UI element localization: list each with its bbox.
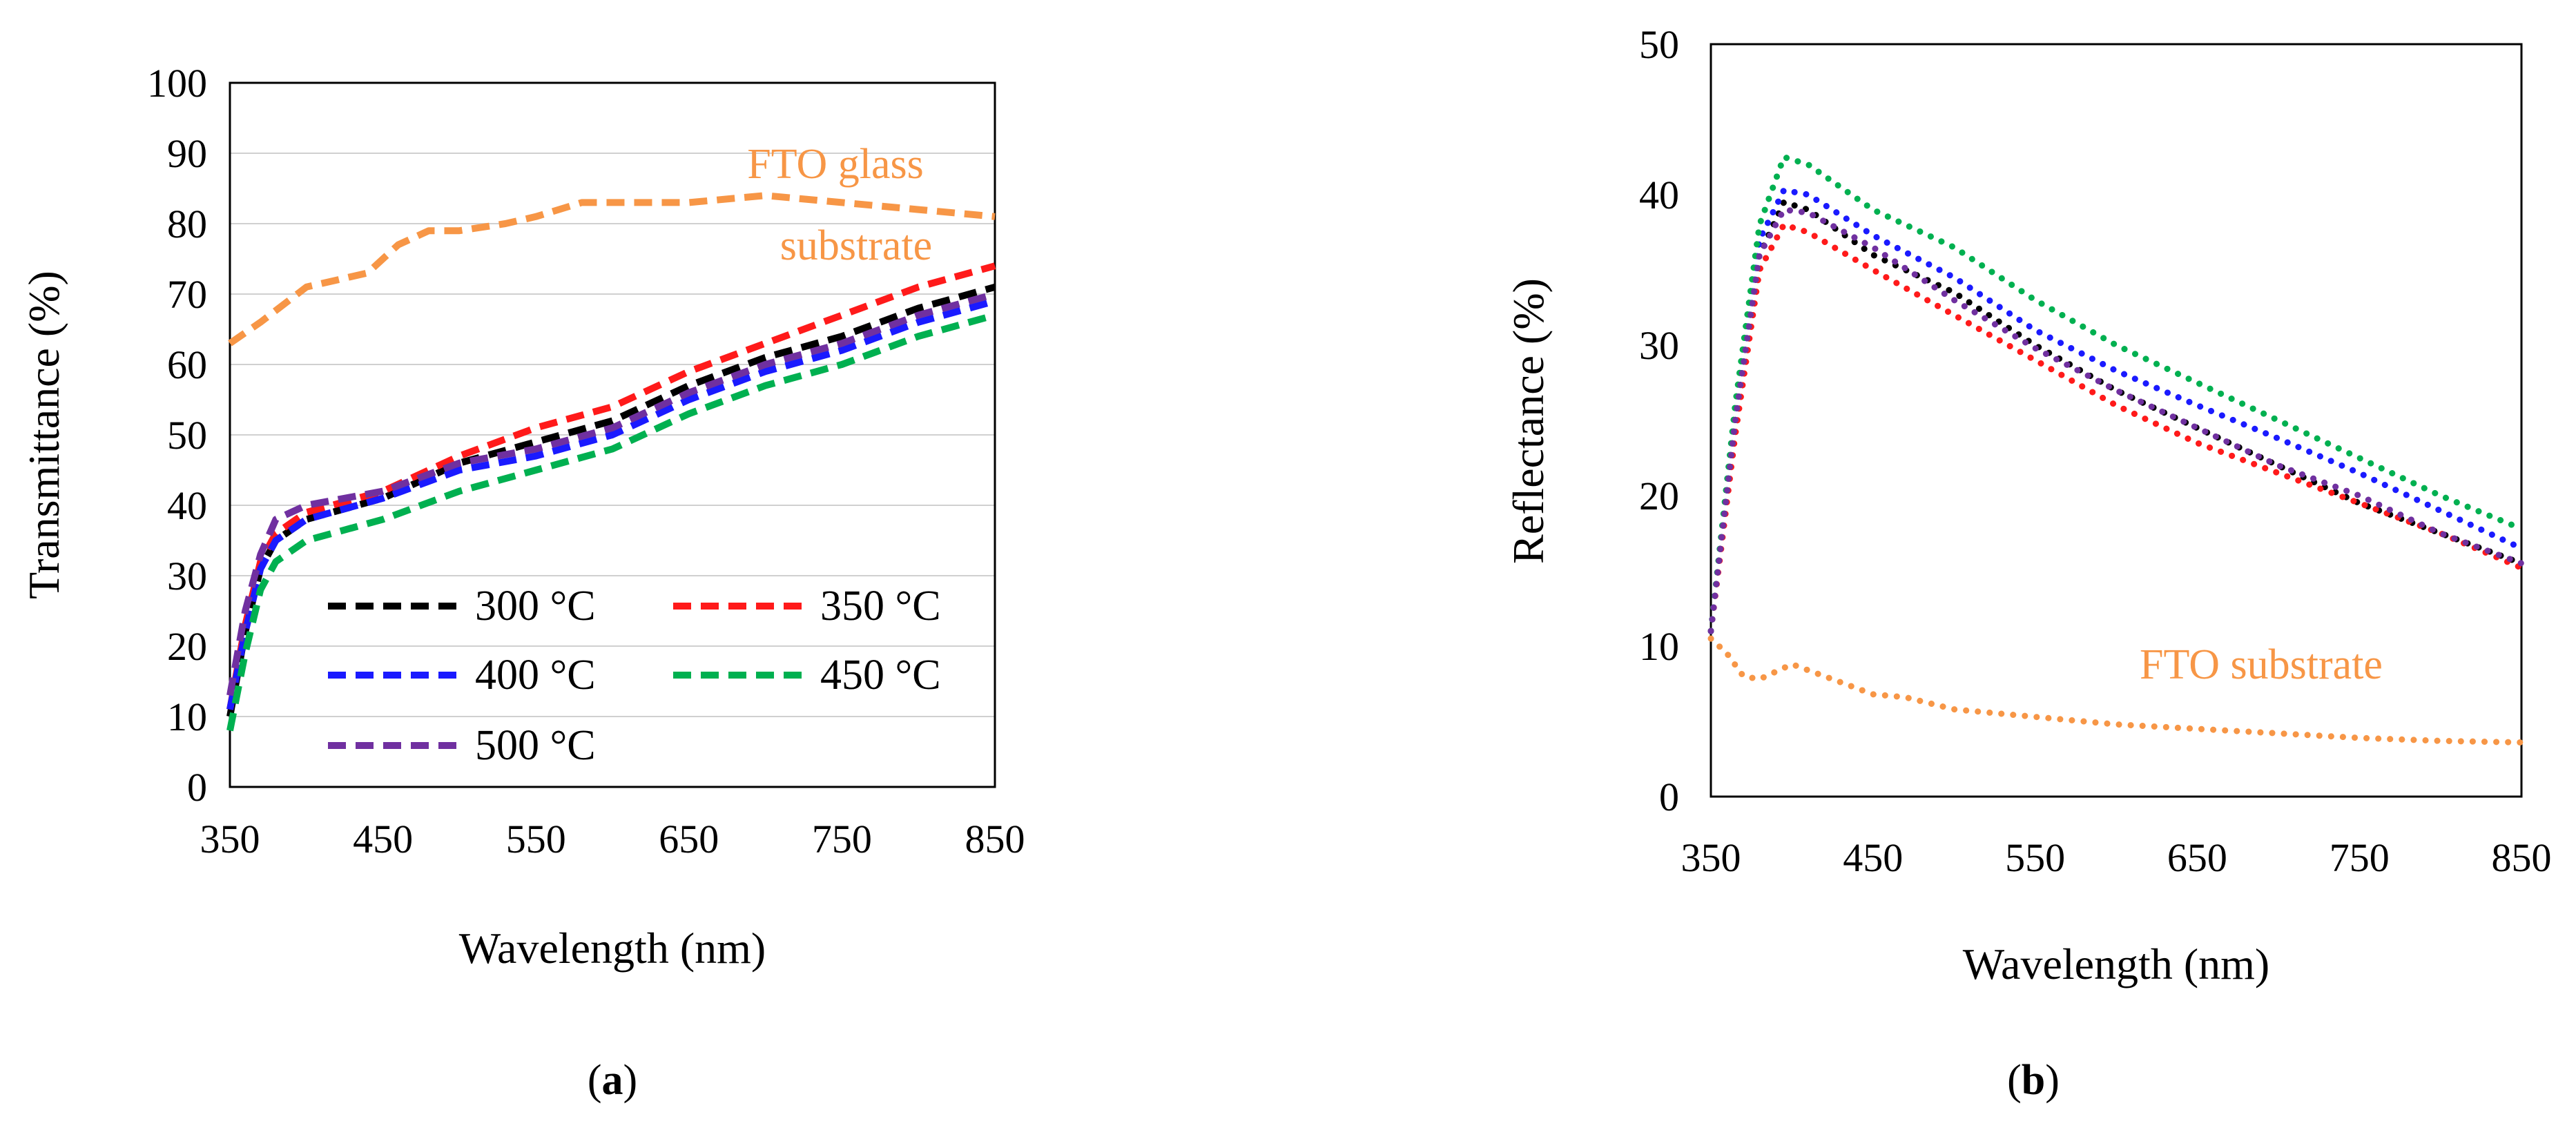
fto-annotation-line1: FTO glass bbox=[747, 141, 924, 188]
y-tick-label: 20 bbox=[167, 624, 207, 669]
y-axis-label: Transmittance (%) bbox=[19, 271, 68, 599]
x-tick-label: 650 bbox=[659, 817, 719, 861]
legend-item-450: 450 °C bbox=[673, 652, 941, 699]
x-tick-label: 350 bbox=[1681, 835, 1741, 880]
x-tick-label: 550 bbox=[2005, 835, 2065, 880]
y-tick-label: 30 bbox=[167, 554, 207, 598]
y-tick-label: 40 bbox=[1639, 173, 1679, 217]
x-axis-label: Wavelength (nm) bbox=[1963, 939, 2269, 988]
fto-substrate-annotation: FTO substrate bbox=[2140, 641, 2383, 688]
legend-item-400: 400 °C bbox=[328, 652, 596, 699]
reflectance-chart: 0 10 20 30 40 50 350 450 550 650 750 850 Wavelengt… bbox=[1504, 22, 2552, 1104]
y-tick-labels: 0 10 20 30 40 50 bbox=[1639, 22, 1679, 819]
legend-item-350: 350 °C bbox=[673, 583, 941, 630]
x-tick-label: 650 bbox=[2167, 835, 2227, 880]
y-tick-label: 60 bbox=[167, 342, 207, 387]
series-400 bbox=[226, 298, 996, 710]
series-fto bbox=[228, 192, 996, 347]
y-tick-label: 80 bbox=[167, 202, 207, 246]
y-axis-label: Reflectance (%) bbox=[1504, 278, 1553, 564]
x-tick-label: 850 bbox=[2492, 835, 2552, 880]
plot-frame bbox=[1710, 43, 2523, 798]
y-tick-label: 90 bbox=[167, 131, 207, 176]
x-tick-label: 750 bbox=[812, 817, 872, 861]
y-tick-labels: 0 10 20 30 40 50 60 70 80 90 100 bbox=[147, 61, 207, 810]
y-tick-label: 40 bbox=[167, 483, 207, 528]
series-lines bbox=[1707, 154, 2525, 746]
svg-text:350 °C: 350 °C bbox=[820, 583, 941, 630]
legend-item-300: 300 °C bbox=[328, 583, 596, 630]
svg-text:500 °C: 500 °C bbox=[475, 722, 596, 769]
y-tick-label: 30 bbox=[1639, 323, 1679, 368]
series-450 bbox=[226, 311, 996, 732]
y-tick-label: 0 bbox=[187, 765, 207, 810]
x-tick-label: 450 bbox=[1843, 835, 1903, 880]
series-500 bbox=[226, 291, 996, 696]
x-tick-labels: 350 450 550 650 750 850 bbox=[1681, 835, 2552, 880]
panel-label-b: (b) bbox=[2007, 1057, 2060, 1104]
y-tick-label: 0 bbox=[1659, 775, 1679, 819]
x-tick-label: 450 bbox=[353, 817, 413, 861]
svg-text:300 °C: 300 °C bbox=[475, 583, 596, 630]
legend-item-500: 500 °C bbox=[328, 722, 596, 769]
y-tick-label: 10 bbox=[1639, 624, 1679, 669]
y-tick-label: 100 bbox=[147, 61, 207, 106]
legend: 300 °C 350 °C 400 °C 450 °C 500 °C bbox=[328, 583, 941, 769]
x-tick-label: 350 bbox=[200, 817, 260, 861]
plot-frame bbox=[229, 81, 996, 788]
x-tick-label: 550 bbox=[506, 817, 566, 861]
x-tick-labels: 350 450 550 650 750 850 bbox=[200, 817, 1025, 861]
x-tick-label: 750 bbox=[2330, 835, 2390, 880]
transmittance-chart: 0 10 20 30 40 50 60 70 80 90 100 350 450 550 650 750 85… bbox=[19, 61, 1025, 1104]
y-tick-label: 70 bbox=[167, 272, 207, 317]
panel-label-a: (a) bbox=[588, 1057, 637, 1104]
series-350 bbox=[1707, 222, 2525, 634]
y-tick-label: 10 bbox=[167, 694, 207, 739]
svg-text:400 °C: 400 °C bbox=[475, 652, 596, 699]
series-500 bbox=[1707, 206, 2525, 634]
y-tick-label: 20 bbox=[1639, 474, 1679, 518]
x-axis-label: Wavelength (nm) bbox=[459, 924, 766, 973]
series-300 bbox=[226, 283, 996, 717]
fto-annotation-line2: substrate bbox=[780, 222, 932, 269]
x-tick-label: 850 bbox=[965, 817, 1025, 861]
series-300 bbox=[1707, 199, 2525, 634]
y-tick-label: 50 bbox=[1639, 22, 1679, 67]
series-fto bbox=[1707, 635, 2525, 746]
svg-text:450 °C: 450 °C bbox=[820, 652, 941, 699]
series-lines bbox=[226, 192, 996, 732]
y-tick-label: 50 bbox=[167, 413, 207, 458]
series-400 bbox=[1707, 187, 2525, 634]
series-350 bbox=[226, 262, 996, 710]
